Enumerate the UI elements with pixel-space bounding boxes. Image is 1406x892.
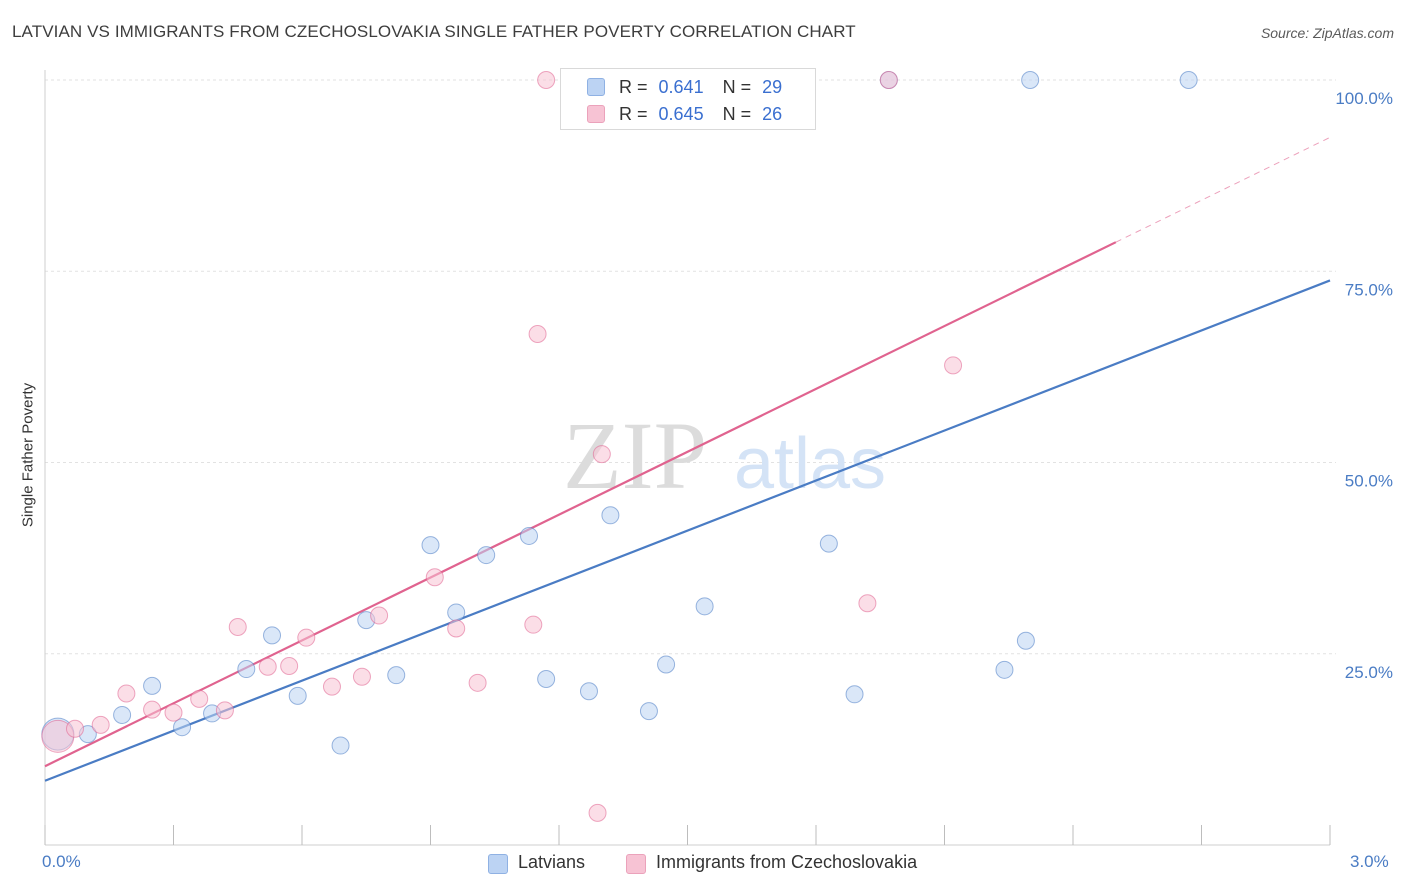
point-latvians-7 — [263, 626, 282, 645]
trend-line-extension-1 — [1115, 136, 1331, 243]
point-czechoslovakia-13 — [352, 667, 371, 686]
point-czechoslovakia-16 — [447, 619, 466, 638]
point-czechoslovakia-8 — [228, 617, 247, 636]
legend-swatch-czechoslovakia — [587, 105, 605, 123]
point-czechoslovakia-1 — [65, 719, 84, 738]
point-latvians-28 — [1179, 71, 1198, 89]
point-czechoslovakia-10 — [280, 656, 299, 675]
axes — [44, 70, 1331, 846]
point-czechoslovakia-23 — [858, 594, 877, 613]
gridlines — [45, 79, 1336, 655]
bottom-legend-swatch-czechoslovakia — [626, 854, 646, 874]
legend-n-label: N = — [722, 76, 752, 97]
point-czechoslovakia-5 — [164, 703, 183, 722]
point-latvians-14 — [477, 546, 496, 565]
point-latvians-23 — [845, 685, 864, 704]
legend-r-value: 0.645 — [658, 103, 704, 124]
legend-swatch-latvians — [587, 78, 605, 96]
point-latvians-18 — [601, 506, 620, 525]
point-latvians-12 — [421, 536, 440, 555]
source-credit: Source: ZipAtlas.com — [1260, 25, 1394, 41]
point-czechoslovakia-4 — [143, 700, 162, 719]
legend-r-label: R = — [619, 76, 648, 97]
point-czechoslovakia-9 — [258, 657, 277, 676]
point-czechoslovakia-7 — [215, 701, 234, 720]
y-tick-label-100: 100.0% — [1335, 89, 1393, 108]
chart-title: LATVIAN VS IMMIGRANTS FROM CZECHOSLOVAKI… — [12, 22, 856, 41]
point-czechoslovakia-12 — [322, 677, 341, 696]
point-latvians-15 — [520, 526, 539, 545]
watermark-zip: ZIP — [563, 402, 707, 509]
trend-lines — [44, 136, 1331, 782]
point-czechoslovakia-2 — [91, 715, 110, 734]
point-czechoslovakia-20 — [537, 71, 556, 89]
point-czechoslovakia-17 — [468, 673, 487, 692]
point-czechoslovakia-18 — [528, 324, 547, 343]
x-max-label: 3.0% — [1350, 852, 1389, 871]
point-latvians-20 — [657, 655, 676, 674]
point-latvians-6 — [237, 660, 256, 679]
point-czechoslovakia-6 — [190, 689, 209, 708]
point-czechoslovakia-19 — [524, 615, 543, 634]
data-points — [41, 71, 1198, 822]
bottom-legend-label-latvians: Latvians — [518, 852, 586, 872]
x-min-label: 0.0% — [42, 852, 81, 871]
point-latvians-25 — [995, 660, 1014, 679]
y-tick-label-50: 50.0% — [1345, 472, 1393, 491]
point-latvians-27 — [1021, 71, 1040, 89]
trend-line-1 — [44, 241, 1117, 768]
legend-n-label: N = — [722, 103, 752, 124]
point-czechoslovakia-14 — [370, 606, 389, 625]
y-tick-label-25: 25.0% — [1345, 663, 1393, 682]
point-latvians-2 — [113, 705, 132, 724]
point-latvians-21 — [695, 597, 714, 616]
y-tick-labels: 25.0% 50.0% 75.0% 100.0% — [1335, 89, 1393, 682]
point-latvians-17 — [579, 682, 598, 701]
point-latvians-16 — [537, 669, 556, 688]
point-czechoslovakia-24 — [879, 71, 898, 89]
correlation-legend: R = 0.641 N = 29 R = 0.645 N = 26 — [560, 68, 816, 130]
point-czechoslovakia-11 — [297, 628, 316, 647]
legend-r-label: R = — [619, 103, 648, 124]
legend-n-value: 26 — [762, 103, 783, 124]
bottom-legend-swatch-latvians — [488, 854, 508, 874]
legend-r-value: 0.641 — [658, 76, 704, 97]
point-czechoslovakia-3 — [117, 684, 136, 703]
point-latvians-11 — [387, 666, 406, 685]
point-latvians-3 — [143, 676, 162, 695]
point-czechoslovakia-25 — [944, 356, 963, 375]
point-latvians-8 — [288, 686, 307, 705]
watermark-atlas: atlas — [734, 424, 886, 504]
point-czechoslovakia-22 — [592, 445, 611, 464]
trend-line-0 — [44, 279, 1331, 782]
bottom-legend-label-czechoslovakia: Immigrants from Czechoslovakia — [656, 852, 918, 872]
point-latvians-9 — [331, 736, 350, 755]
point-latvians-13 — [447, 603, 466, 622]
legend-n-value: 29 — [762, 76, 783, 97]
y-tick-label-75: 75.0% — [1345, 280, 1393, 299]
point-latvians-4 — [173, 718, 192, 737]
point-czechoslovakia-15 — [425, 568, 444, 587]
point-latvians-22 — [819, 534, 838, 553]
point-latvians-19 — [639, 702, 658, 721]
point-czechoslovakia-21 — [588, 803, 607, 822]
point-latvians-26 — [1016, 631, 1035, 650]
